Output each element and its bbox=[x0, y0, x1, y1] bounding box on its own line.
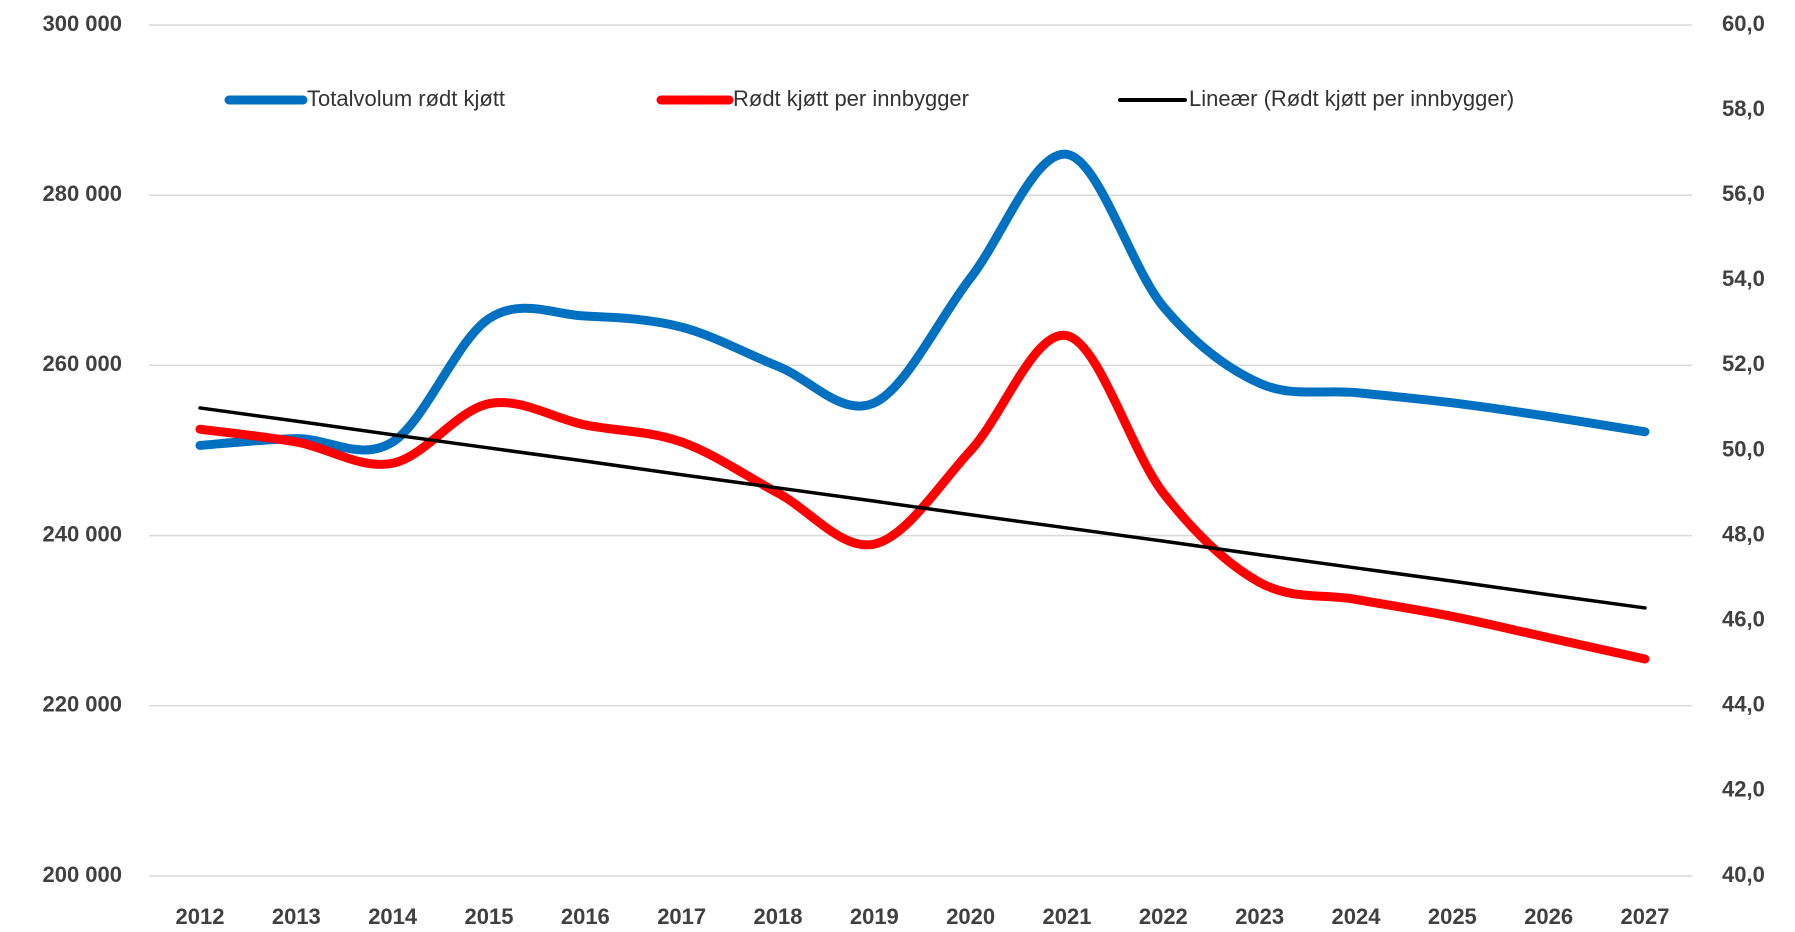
y2-tick-label: 56,0 bbox=[1722, 181, 1765, 206]
x-tick-label: 2021 bbox=[1043, 904, 1092, 929]
x-tick-label: 2026 bbox=[1524, 904, 1573, 929]
y-tick-label: 220 000 bbox=[42, 692, 122, 717]
y-tick-label: 300 000 bbox=[42, 11, 122, 36]
y-tick-label: 240 000 bbox=[42, 521, 122, 546]
y2-tick-label: 42,0 bbox=[1722, 777, 1765, 802]
x-tick-label: 2018 bbox=[754, 904, 803, 929]
x-tick-label: 2016 bbox=[561, 904, 610, 929]
series-line bbox=[195, 330, 1650, 664]
y2-tick-label: 44,0 bbox=[1722, 692, 1765, 717]
x-tick-label: 2017 bbox=[657, 904, 706, 929]
y2-tick-label: 54,0 bbox=[1722, 266, 1765, 291]
x-tick-label: 2022 bbox=[1139, 904, 1188, 929]
y2-tick-label: 48,0 bbox=[1722, 521, 1765, 546]
x-tick-label: 2023 bbox=[1235, 904, 1284, 929]
y2-tick-label: 58,0 bbox=[1722, 96, 1765, 121]
x-tick-label: 2019 bbox=[850, 904, 899, 929]
legend-label: Rødt kjøtt per innbygger bbox=[733, 86, 969, 111]
x-tick-label: 2027 bbox=[1621, 904, 1670, 929]
y2-tick-label: 50,0 bbox=[1722, 436, 1765, 461]
x-tick-label: 2013 bbox=[272, 904, 321, 929]
series-line bbox=[198, 406, 1647, 610]
y2-tick-label: 60,0 bbox=[1722, 11, 1765, 36]
series-line bbox=[195, 149, 1650, 455]
legend-label: Lineær (Rødt kjøtt per innbygger) bbox=[1189, 86, 1514, 111]
y2-tick-label: 46,0 bbox=[1722, 607, 1765, 632]
y-tick-label: 280 000 bbox=[42, 181, 122, 206]
x-tick-label: 2025 bbox=[1428, 904, 1477, 929]
x-tick-label: 2015 bbox=[465, 904, 514, 929]
y-tick-label: 200 000 bbox=[42, 862, 122, 887]
x-tick-label: 2024 bbox=[1332, 904, 1382, 929]
y2-tick-label: 40,0 bbox=[1722, 862, 1765, 887]
legend-label: Totalvolum rødt kjøtt bbox=[307, 86, 505, 111]
x-tick-label: 2014 bbox=[368, 904, 418, 929]
y-tick-label: 260 000 bbox=[42, 351, 122, 376]
x-tick-label: 2020 bbox=[946, 904, 995, 929]
y2-tick-label: 52,0 bbox=[1722, 351, 1765, 376]
x-tick-label: 2012 bbox=[176, 904, 225, 929]
